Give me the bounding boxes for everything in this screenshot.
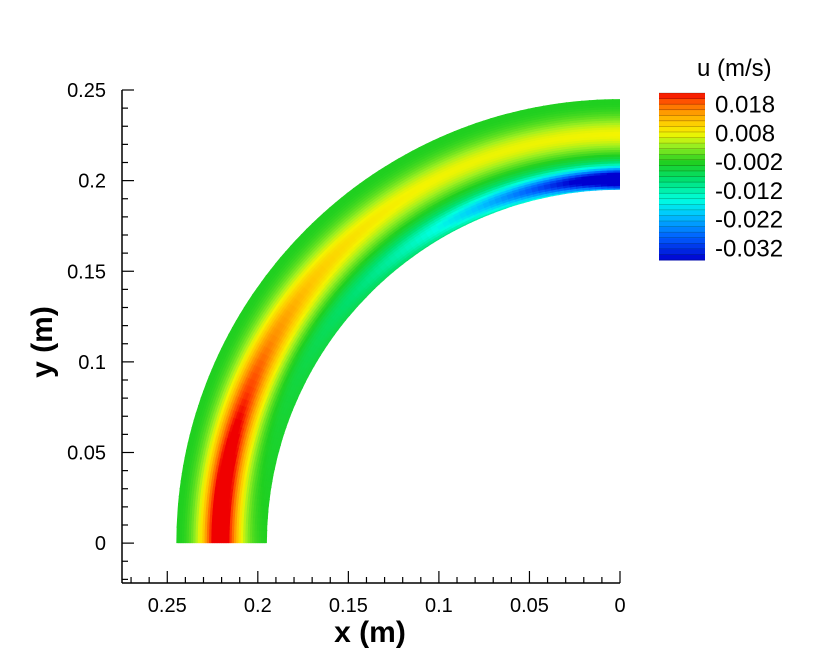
colorbar-band bbox=[659, 204, 705, 211]
colorbar-band bbox=[659, 226, 705, 233]
y-tick-label: 0.25 bbox=[67, 80, 106, 102]
y-tick-label: 0.2 bbox=[78, 171, 106, 193]
x-tick-label: 0.25 bbox=[148, 595, 187, 617]
colorbar-band bbox=[659, 137, 705, 144]
x-axis-ticks: 0.25 0.2 0.15 0.1 0.05 0 bbox=[130, 571, 626, 617]
field-cell bbox=[573, 99, 583, 105]
colorbar-band bbox=[659, 93, 705, 100]
field-cell bbox=[596, 99, 606, 103]
colorbar-label: 0.008 bbox=[715, 120, 775, 147]
field-cell bbox=[580, 99, 591, 105]
x-tick-label: 0.15 bbox=[329, 595, 368, 617]
colorbar-band bbox=[659, 176, 705, 183]
x-tick-label: 0.1 bbox=[425, 595, 453, 617]
field-cell bbox=[611, 99, 620, 103]
colorbar-band bbox=[659, 98, 705, 105]
x-tick-label: 0.05 bbox=[510, 595, 549, 617]
colorbar-band bbox=[659, 159, 705, 166]
colorbar-label: 0.018 bbox=[715, 92, 775, 119]
field-cell bbox=[565, 100, 576, 106]
y-tick-label: 0 bbox=[95, 533, 106, 555]
y-tick-label: 0.15 bbox=[67, 261, 106, 283]
velocity-field bbox=[176, 99, 620, 544]
x-axis-title: x (m) bbox=[334, 616, 406, 649]
colorbar-band bbox=[659, 215, 705, 222]
colorbar-label: -0.022 bbox=[715, 207, 783, 234]
colorbar-band bbox=[659, 131, 705, 139]
x-tick-label: 0 bbox=[614, 595, 625, 617]
colorbar-band bbox=[659, 237, 705, 244]
colorbar-band bbox=[659, 254, 705, 261]
field-cell bbox=[176, 534, 180, 544]
colorbar-band bbox=[659, 248, 705, 255]
field-cell bbox=[604, 99, 614, 103]
y-axis-ticks: 0 0.05 0.1 0.15 0.2 0.25 bbox=[67, 80, 134, 580]
colorbar-band bbox=[659, 165, 705, 172]
y-tick-label: 0.05 bbox=[67, 443, 106, 465]
colorbar-label: -0.012 bbox=[715, 178, 783, 205]
colorbar-band bbox=[659, 126, 705, 133]
colorbar-band bbox=[659, 115, 705, 122]
colorbar-band bbox=[659, 193, 705, 200]
colorbar-band bbox=[659, 120, 705, 127]
colorbar-band bbox=[659, 182, 705, 189]
colorbar-band bbox=[659, 109, 705, 116]
colorbar-band bbox=[659, 104, 705, 111]
colorbar-bands bbox=[659, 92, 705, 261]
colorbar-band bbox=[659, 154, 705, 161]
y-tick-label: 0.1 bbox=[78, 352, 106, 374]
colorbar-label: -0.002 bbox=[715, 149, 783, 176]
colorbar-band bbox=[659, 148, 705, 155]
field-cell bbox=[557, 101, 568, 107]
colorbar-title: u (m/s) bbox=[697, 55, 772, 82]
colorbar-band bbox=[659, 209, 705, 216]
colorbar-band bbox=[659, 221, 705, 228]
field-cell bbox=[176, 526, 180, 536]
colorbar: u (m/s) 0.0180.008-0.002-0.012-0.022-0.0… bbox=[659, 55, 783, 262]
colorbar-band bbox=[659, 243, 705, 250]
colorbar-band bbox=[659, 198, 705, 205]
colorbar-label: -0.032 bbox=[715, 235, 783, 262]
colorbar-band bbox=[659, 143, 705, 150]
y-axis-title: y (m) bbox=[26, 306, 59, 378]
field-cell bbox=[588, 99, 599, 104]
colorbar-band bbox=[659, 170, 705, 177]
colorbar-band bbox=[659, 187, 705, 194]
colorbar-band bbox=[659, 232, 705, 239]
x-tick-label: 0.2 bbox=[244, 595, 272, 617]
